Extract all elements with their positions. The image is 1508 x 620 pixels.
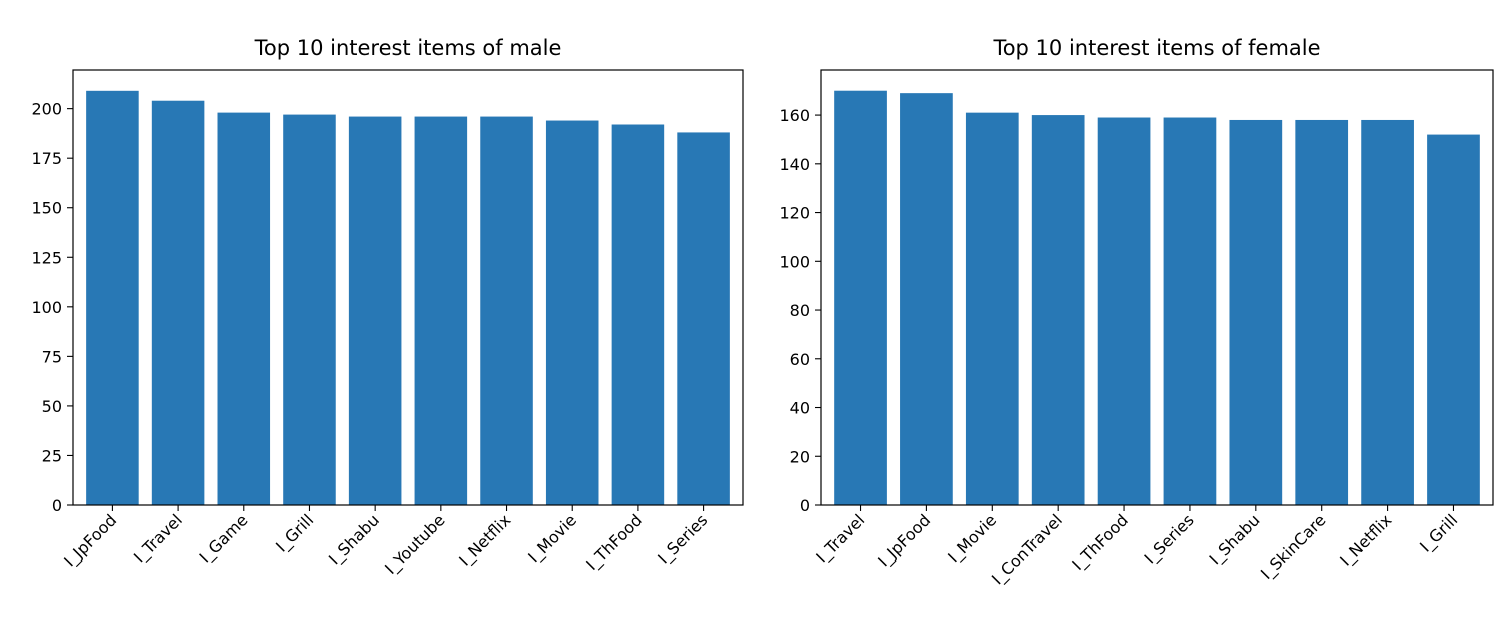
bar-I_ThFood [611, 124, 665, 505]
y-tick-label: 100 [779, 252, 810, 271]
bar-I_ThFood [1097, 117, 1151, 506]
bar-I_Movie [545, 120, 599, 505]
bar-I_ConTravel [1031, 115, 1085, 505]
y-tick-label: 0 [800, 496, 810, 515]
bars-male [86, 90, 730, 506]
y-axis-male: 0 25 50 75 100 125 150 175 200 [31, 100, 73, 515]
bar-I_SkinCare [1295, 119, 1349, 506]
bar-I_JpFood [900, 93, 953, 506]
plot-frame-male [72, 69, 744, 506]
x-tick-label: I_ThFood [582, 510, 646, 574]
x-tick-label: I_ThFood [1068, 510, 1132, 574]
x-tick-label: I_Travel [812, 510, 869, 567]
x-tick-label: I_Netflix [455, 510, 515, 570]
bar-I_Shabu [1229, 119, 1283, 506]
x-tick-label: I_Shabu [1206, 510, 1265, 569]
bar-I_Grill [1427, 134, 1480, 505]
bars-female [834, 90, 1480, 506]
bar-I_Movie [965, 112, 1019, 506]
x-tick-label: I_JpFood [60, 510, 121, 571]
y-axis-female: 0 20 40 60 80 100 120 140 160 [779, 106, 821, 515]
bar-I_Travel [151, 100, 205, 505]
y-tick-label: 80 [790, 301, 810, 320]
chart-male-interests: Top 10 interest items of male 0 25 50 75 100… [31, 36, 744, 579]
x-tick-label: I_Series [654, 510, 712, 568]
x-tick-label: I_ConTravel [988, 510, 1067, 589]
bar-I_Series [677, 132, 730, 505]
chart-title-female: Top 10 interest items of female [992, 36, 1320, 60]
y-tick-label: 40 [790, 399, 810, 418]
x-tick-label: I_Movie [944, 510, 1001, 567]
bar-I_Grill [283, 114, 336, 505]
x-tick-label: I_Grill [1416, 510, 1462, 556]
x-tick-label: I_Grill [272, 510, 318, 556]
y-tick-label: 50 [42, 397, 62, 416]
y-tick-label: 25 [42, 446, 62, 465]
y-tick-label: 175 [31, 149, 62, 168]
y-tick-label: 0 [52, 496, 62, 515]
bar-I_Youtube [414, 116, 468, 505]
chart-female-interests: Top 10 interest items of female 0 20 40 60 8… [779, 36, 1494, 589]
y-tick-label: 75 [42, 347, 62, 366]
bar-I_Travel [834, 90, 887, 506]
bar-I_Series [1163, 117, 1217, 506]
x-tick-label: I_Travel [130, 510, 187, 567]
y-tick-label: 150 [31, 199, 62, 218]
x-tick-label: I_Game [195, 510, 252, 567]
y-tick-label: 120 [779, 204, 810, 223]
x-tick-label: I_JpFood [874, 510, 935, 571]
bar-I_Netflix [1361, 119, 1414, 506]
y-tick-label: 60 [790, 350, 810, 369]
bar-I_Netflix [480, 116, 533, 505]
y-tick-label: 160 [779, 106, 810, 125]
y-tick-label: 140 [779, 155, 810, 174]
bar-I_Game [217, 112, 271, 506]
x-tick-label: I_Youtube [381, 510, 449, 578]
x-tick-label: I_Series [1141, 510, 1199, 568]
plot-frame-female [820, 69, 1494, 506]
y-tick-label: 20 [790, 447, 810, 466]
bar-I_Shabu [348, 116, 402, 505]
y-tick-label: 125 [31, 248, 62, 267]
x-tick-label: I_Shabu [325, 510, 384, 569]
x-axis-male: I_JpFood I_Travel I_Game I_Grill I_ShabuI_Yo… [60, 505, 712, 579]
y-tick-label: 100 [31, 298, 62, 317]
x-tick-label: I_Netflix [1336, 510, 1396, 570]
y-tick-label: 200 [31, 100, 62, 119]
x-tick-label: I_SkinCare [1257, 510, 1330, 583]
bar-I_JpFood [86, 90, 139, 505]
chart-title-male: Top 10 interest items of male [254, 36, 562, 60]
x-tick-label: I_Movie [524, 510, 581, 567]
